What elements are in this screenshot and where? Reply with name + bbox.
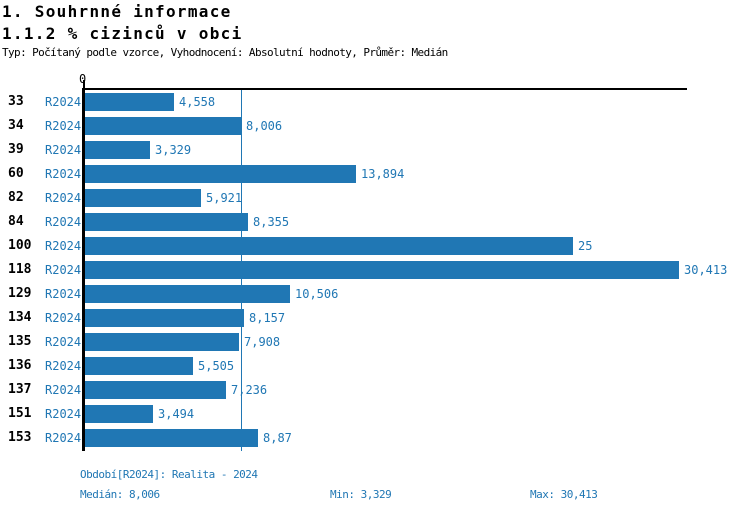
- table-row: 34 R2024 8,006: [0, 114, 750, 138]
- table-row: 82 R2024 5,921: [0, 186, 750, 210]
- bar-value-label: 5,921: [206, 191, 243, 205]
- bar: [85, 285, 290, 303]
- bar-value-label: 7,908: [244, 335, 281, 349]
- row-period-label: R2024: [45, 359, 82, 373]
- table-row: 129 R2024 10,506: [0, 282, 750, 306]
- row-category-label: 39: [8, 142, 24, 157]
- bar-value-label: 8,355: [253, 215, 290, 229]
- footer-min-label: Min: 3,329: [330, 488, 392, 501]
- bar-value-label: 5,505: [198, 359, 235, 373]
- bar: [85, 237, 573, 255]
- x-axis-line: [83, 88, 687, 90]
- row-period-label: R2024: [45, 95, 82, 109]
- row-category-label: 60: [8, 166, 24, 181]
- x-axis-tick: [83, 80, 85, 88]
- table-row: 135 R2024 7,908: [0, 330, 750, 354]
- table-row: 118 R2024 30,413: [0, 258, 750, 282]
- row-category-label: 129: [8, 286, 32, 301]
- row-period-label: R2024: [45, 263, 82, 277]
- table-row: 84 R2024 8,355: [0, 210, 750, 234]
- bar-value-label: 3,329: [155, 143, 192, 157]
- y-axis-line: [82, 88, 85, 451]
- bar-value-label: 4,558: [179, 95, 216, 109]
- bar: [85, 429, 258, 447]
- row-period-label: R2024: [45, 215, 82, 229]
- bar: [85, 165, 356, 183]
- table-row: 33 R2024 4,558: [0, 90, 750, 114]
- table-row: 153 R2024 8,87: [0, 426, 750, 450]
- table-row: 134 R2024 8,157: [0, 306, 750, 330]
- bar-value-label: 8,87: [263, 431, 292, 445]
- row-category-label: 33: [8, 94, 24, 109]
- bar: [85, 309, 244, 327]
- row-period-label: R2024: [45, 335, 82, 349]
- footer-median-label: Medián: 8,006: [80, 488, 160, 501]
- table-row: 60 R2024 13,894: [0, 162, 750, 186]
- chart-subtitle: 1.1.2 % cizinců v obci: [2, 24, 243, 43]
- row-period-label: R2024: [45, 143, 82, 157]
- bar-value-label: 8,006: [246, 119, 283, 133]
- bar-value-label: 7,236: [231, 383, 268, 397]
- row-category-label: 151: [8, 406, 32, 421]
- row-category-label: 137: [8, 382, 32, 397]
- row-period-label: R2024: [45, 383, 82, 397]
- row-period-label: R2024: [45, 191, 82, 205]
- bar-value-label: 3,494: [158, 407, 195, 421]
- bar: [85, 141, 150, 159]
- bar: [85, 357, 193, 375]
- row-period-label: R2024: [45, 119, 82, 133]
- row-category-label: 34: [8, 118, 24, 133]
- footer-period-label: Období[R2024]: Realita - 2024: [80, 468, 258, 481]
- table-row: 39 R2024 3,329: [0, 138, 750, 162]
- row-category-label: 136: [8, 358, 32, 373]
- row-category-label: 84: [8, 214, 24, 229]
- bar-value-label: 10,506: [295, 287, 339, 301]
- row-category-label: 82: [8, 190, 24, 205]
- row-period-label: R2024: [45, 407, 82, 421]
- footer-max-label: Max: 30,413: [530, 488, 598, 501]
- bar: [85, 117, 241, 135]
- bar: [85, 213, 248, 231]
- row-category-label: 118: [8, 262, 32, 277]
- row-category-label: 153: [8, 430, 32, 445]
- bar: [85, 261, 679, 279]
- row-period-label: R2024: [45, 287, 82, 301]
- row-period-label: R2024: [45, 167, 82, 181]
- bar-value-label: 25: [578, 239, 593, 253]
- bar-value-label: 13,894: [361, 167, 405, 181]
- table-row: 136 R2024 5,505: [0, 354, 750, 378]
- row-period-label: R2024: [45, 431, 82, 445]
- row-category-label: 134: [8, 310, 32, 325]
- bar-value-label: 30,413: [684, 263, 728, 277]
- bar: [85, 381, 226, 399]
- table-row: 137 R2024 7,236: [0, 378, 750, 402]
- table-row: 100 R2024 25: [0, 234, 750, 258]
- row-period-label: R2024: [45, 311, 82, 325]
- table-row: 151 R2024 3,494: [0, 402, 750, 426]
- row-category-label: 135: [8, 334, 32, 349]
- page-title: 1. Souhrnné informace: [2, 2, 232, 21]
- bar: [85, 189, 201, 207]
- x-axis-zero-label: 0: [79, 72, 87, 86]
- row-period-label: R2024: [45, 239, 82, 253]
- chart-meta-line: Typ: Počítaný podle vzorce, Vyhodnocení:…: [2, 46, 448, 59]
- bar-value-label: 8,157: [249, 311, 286, 325]
- bar: [85, 93, 174, 111]
- bar: [85, 405, 153, 423]
- bar: [85, 333, 239, 351]
- row-category-label: 100: [8, 238, 32, 253]
